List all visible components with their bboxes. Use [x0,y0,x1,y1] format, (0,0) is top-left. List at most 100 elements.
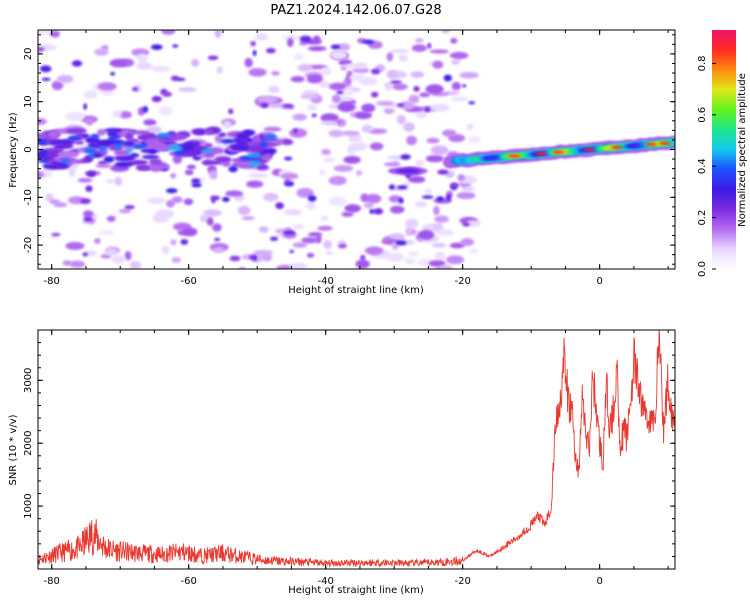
spectrogram-band-cell [125,133,134,141]
spectrogram-noise-cell [400,154,411,160]
spectrogram-noise-cell [451,96,469,102]
spectrogram-noise-cell [434,251,446,260]
spectrogram-noise-cell [408,176,426,184]
spectrogram-band-cell [218,132,227,137]
spectrogram-noise-cell [386,52,394,62]
spectrogram-noise-cell [85,185,93,193]
spectrogram-band-cell [221,162,232,167]
spectrogram-noise-cell [283,156,293,161]
spectrogram-los-peak [610,145,623,149]
spectrogram-band-cell [88,142,102,149]
spectrogram-noise-cell [297,63,313,72]
spectrogram-noise-cell [131,86,139,92]
spectrogram-noise-cell [460,238,475,246]
spectrogram-noise-cell [456,191,476,200]
spectrogram-noise-cell [216,66,223,74]
spectrogram-noise-cell [150,65,171,72]
colorbar-tick-label: 0.2 [697,210,708,226]
spectrogram-noise-cell [383,82,392,88]
spectrogram-noise-cell [38,118,47,126]
spectrogram-noise-cell [288,128,308,138]
spectrogram-noise-cell [100,254,112,259]
spectrogram-noise-cell [408,94,420,104]
spectrogram-noise-cell [360,193,369,203]
spectrogram-noise-cell [373,208,384,215]
spectrogram-noise-cell [317,225,333,231]
spectrogram-noise-cell [206,217,214,226]
spectrogram-noise-cell [429,49,450,54]
spectrogram-noise-cell [349,73,365,82]
spectrogram-x-tick-label: -40 [318,276,334,287]
spectrogram-band-cell [114,161,134,168]
spectrogram-noise-cell [222,196,230,202]
spectrogram-noise-cell [425,155,444,163]
spectrogram-noise-cell [320,215,329,222]
snr-y-label: SNR (10 * v/v) [8,414,19,485]
spectrogram-noise-cell [436,229,454,237]
spectrogram-noise-cell [424,107,430,112]
spectrogram-noise-cell [258,226,269,233]
spectrogram-noise-cell [411,44,427,52]
snr-x-tick-label: -40 [318,576,334,587]
snr-y-tick-label: 3000 [23,368,34,393]
spectrogram-noise-cell [51,232,61,237]
spectrogram-noise-cell [82,252,88,257]
spectrogram-noise-cell [333,165,354,172]
spectrogram-noise-cell [250,41,256,47]
spectrogram-band-peak [97,146,108,152]
spectrogram-noise-cell [51,80,64,91]
spectrogram-noise-cell [65,241,85,250]
spectrogram-noise-cell [71,60,83,67]
spectrogram-noise-cell [177,87,197,92]
spectrogram-band-peak [88,153,95,158]
spectrogram-noise-cell [338,244,347,248]
spectrogram-band-peak [111,141,127,145]
spectrogram-noise-cell [106,215,116,222]
spectrogram-noise-cell [254,33,269,41]
spectrogram-noise-cell [238,266,246,269]
spectrogram-band-peak [38,158,50,163]
spectrogram-noise-cell [442,129,457,137]
spectrogram-band-cell [149,165,163,172]
spectrogram-noise-cell [170,173,177,179]
spectrogram-noise-cell [336,90,344,95]
spectrogram-noise-cell [330,50,348,60]
spectrogram-noise-cell [418,229,435,240]
spectrogram-noise-cell [109,58,128,68]
spectrogram-noise-cell [253,250,273,256]
spectrogram-x-tick-label: -60 [181,276,197,287]
spectrogram-noise-cell [299,94,319,99]
spectrogram-noise-cell [69,260,86,268]
spectrogram-band-cell [149,158,163,165]
spectrogram-band-cell [235,139,249,147]
spectrogram-noise-cell [449,242,465,249]
spectrogram-noise-cell [80,198,91,204]
spectrogram-noise-cell [445,194,452,201]
spectrogram-noise-cell [100,89,114,96]
spectrogram-noise-cell [352,67,370,74]
colorbar-tick-label: 0.4 [697,158,708,174]
spectrogram-noise-cell [306,201,316,210]
spectrogram-band-cell [56,139,75,145]
spectrogram-noise-cell [330,44,341,50]
spectrogram-noise-cell [248,172,269,179]
spectrogram-noise-cell [229,255,241,262]
spectrogram-noise-cell [398,197,404,204]
spectrogram-noise-cell [171,196,183,203]
spectrogram-noise-cell [388,184,395,190]
spectrogram-noise-cell [328,175,347,186]
spectrogram-tone-cell [395,168,420,174]
snr-x-tick-label: 0 [596,576,602,587]
spectrogram-noise-cell [419,92,431,98]
spectrogram-noise-cell [328,196,348,207]
spectrogram-noise-cell [343,155,361,164]
spectrogram-band-cell [201,160,222,165]
spectrogram-x-label: Height of straight line (km) [288,285,424,296]
spectrogram-noise-cell [244,57,253,68]
spectrogram-noise-cell [118,209,131,214]
spectrogram-los-peak [552,150,565,154]
spectrogram-noise-cell [286,38,294,47]
colorbar-label: Normalized spectral amplitude [737,73,748,227]
spectrogram-noise-cell [290,75,305,83]
